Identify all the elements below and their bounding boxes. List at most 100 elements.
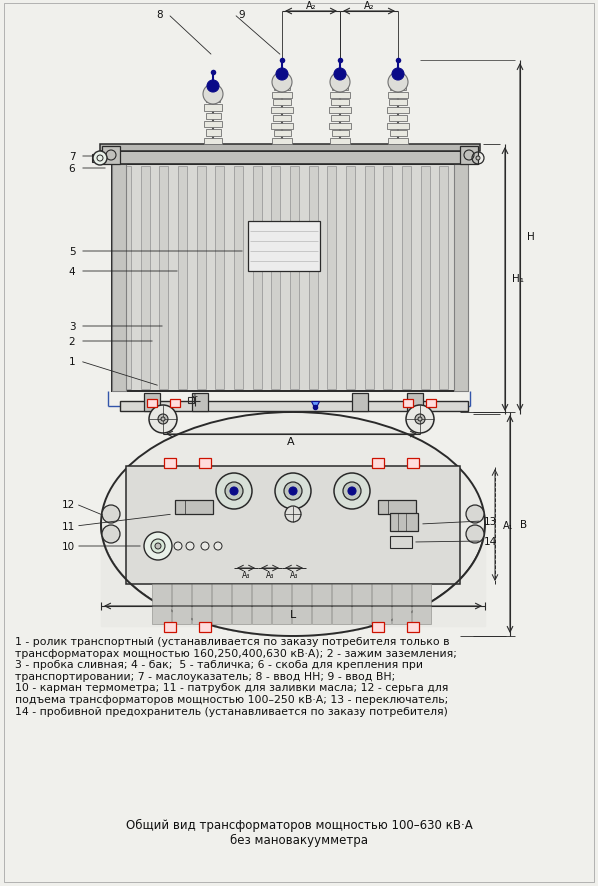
Bar bbox=[390, 536, 412, 548]
Circle shape bbox=[272, 73, 292, 93]
Bar bbox=[172, 585, 191, 625]
Bar bbox=[120, 401, 468, 411]
Text: H: H bbox=[527, 232, 535, 242]
Circle shape bbox=[149, 406, 177, 433]
Bar bbox=[199, 622, 211, 633]
Bar bbox=[188, 398, 194, 403]
Circle shape bbox=[330, 73, 350, 93]
Bar bbox=[112, 165, 468, 392]
Bar bbox=[100, 144, 480, 152]
Bar bbox=[390, 131, 407, 137]
Bar bbox=[164, 458, 176, 469]
Circle shape bbox=[348, 487, 356, 495]
Circle shape bbox=[289, 487, 297, 495]
Bar bbox=[273, 116, 291, 121]
Bar bbox=[175, 501, 213, 515]
Text: 7: 7 bbox=[69, 152, 75, 162]
Bar bbox=[407, 622, 419, 633]
Bar bbox=[383, 167, 392, 390]
Circle shape bbox=[155, 543, 161, 549]
Ellipse shape bbox=[101, 413, 485, 636]
Bar bbox=[387, 123, 409, 129]
Bar bbox=[390, 513, 418, 532]
Bar bbox=[330, 139, 350, 144]
Bar bbox=[126, 466, 460, 585]
Circle shape bbox=[415, 415, 425, 424]
Bar bbox=[271, 108, 293, 114]
Text: A₂: A₂ bbox=[364, 1, 374, 11]
Bar bbox=[312, 585, 331, 625]
Circle shape bbox=[388, 73, 408, 93]
Bar bbox=[389, 100, 407, 106]
Bar bbox=[271, 167, 280, 390]
Bar bbox=[388, 92, 408, 98]
Circle shape bbox=[230, 487, 238, 495]
Text: 1: 1 bbox=[69, 356, 75, 367]
Bar bbox=[440, 167, 448, 390]
Text: A: A bbox=[287, 437, 295, 447]
Bar bbox=[197, 167, 206, 390]
Bar bbox=[206, 113, 221, 120]
Bar bbox=[92, 155, 100, 163]
Bar bbox=[215, 167, 224, 390]
Bar bbox=[252, 585, 271, 625]
Circle shape bbox=[144, 532, 172, 560]
Circle shape bbox=[225, 483, 243, 501]
Circle shape bbox=[158, 415, 168, 424]
Circle shape bbox=[334, 69, 346, 81]
Circle shape bbox=[285, 507, 301, 523]
Bar bbox=[141, 167, 150, 390]
Text: 8: 8 bbox=[157, 10, 163, 20]
Bar bbox=[272, 139, 292, 144]
Circle shape bbox=[476, 157, 480, 161]
Text: A₃: A₃ bbox=[290, 571, 298, 579]
Bar bbox=[407, 458, 419, 469]
Circle shape bbox=[466, 525, 484, 543]
Bar bbox=[392, 585, 411, 625]
Circle shape bbox=[343, 483, 361, 501]
Bar bbox=[329, 123, 351, 129]
Bar bbox=[248, 222, 320, 272]
Bar bbox=[199, 458, 211, 469]
Text: A₁: A₁ bbox=[503, 520, 514, 531]
Circle shape bbox=[174, 542, 182, 550]
Bar bbox=[389, 116, 407, 121]
Circle shape bbox=[186, 542, 194, 550]
Text: B: B bbox=[520, 519, 527, 530]
Bar bbox=[372, 458, 384, 469]
Circle shape bbox=[334, 473, 370, 509]
Circle shape bbox=[93, 152, 107, 166]
Bar bbox=[426, 400, 436, 408]
Bar bbox=[327, 167, 336, 390]
Bar bbox=[272, 92, 292, 98]
Text: 14: 14 bbox=[483, 536, 496, 547]
Text: 9: 9 bbox=[239, 10, 245, 20]
Bar bbox=[178, 167, 187, 390]
Circle shape bbox=[201, 542, 209, 550]
Bar bbox=[407, 393, 423, 411]
Circle shape bbox=[207, 81, 219, 93]
Bar bbox=[112, 165, 126, 392]
Bar bbox=[292, 585, 311, 625]
Bar bbox=[454, 165, 468, 392]
Bar bbox=[204, 138, 222, 144]
Circle shape bbox=[406, 406, 434, 433]
Bar bbox=[253, 167, 262, 390]
Bar bbox=[273, 100, 291, 106]
Text: A₂: A₂ bbox=[306, 1, 316, 11]
Text: 12: 12 bbox=[62, 500, 75, 509]
Circle shape bbox=[418, 417, 422, 422]
Bar bbox=[232, 585, 251, 625]
Bar bbox=[290, 167, 299, 390]
Bar bbox=[329, 108, 351, 114]
Bar bbox=[378, 501, 416, 515]
Text: H₁: H₁ bbox=[512, 274, 524, 284]
Bar bbox=[403, 400, 413, 408]
Bar bbox=[271, 123, 293, 129]
Bar bbox=[372, 622, 384, 633]
Text: 11: 11 bbox=[62, 522, 75, 532]
Text: 3: 3 bbox=[69, 322, 75, 331]
Text: 6: 6 bbox=[69, 164, 75, 174]
Bar bbox=[372, 585, 391, 625]
Bar bbox=[170, 400, 180, 408]
